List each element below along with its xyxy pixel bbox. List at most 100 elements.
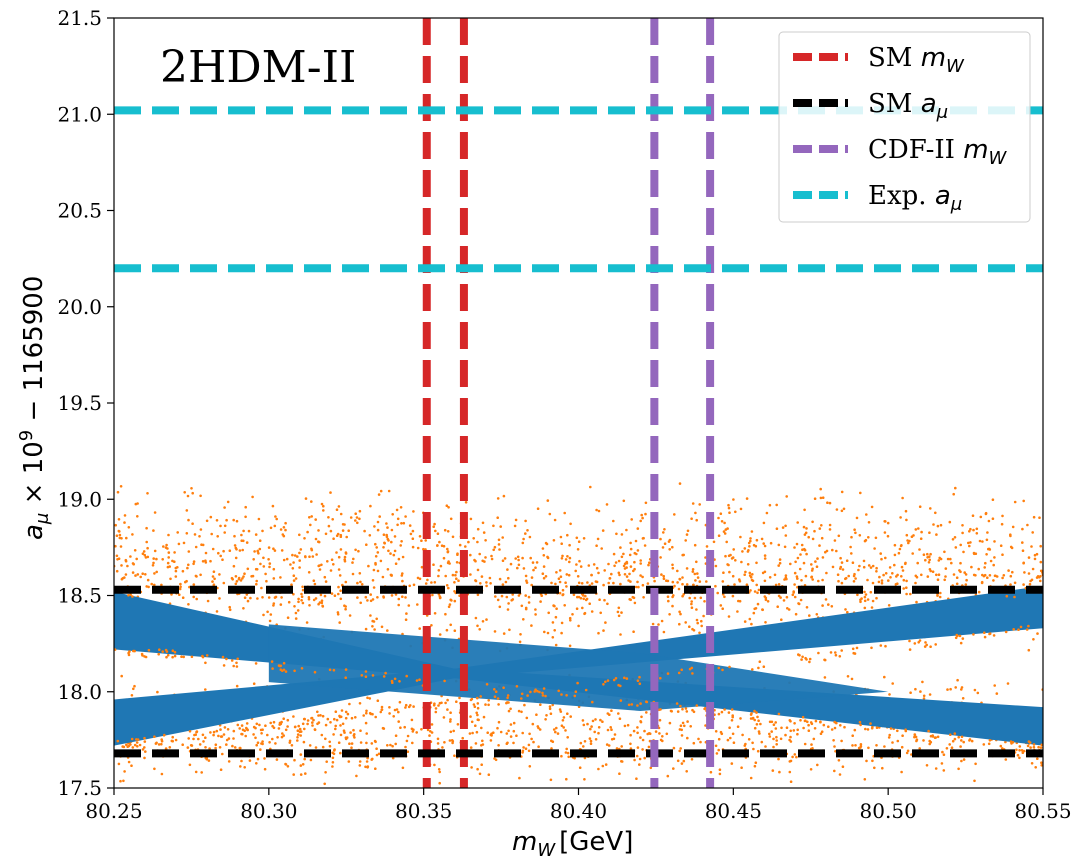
scatter-point [633,560,636,564]
scatter-point [620,611,623,614]
scatter-point [174,569,178,573]
scatter-point [768,720,772,724]
scatter-point [928,558,931,562]
scatter-point [389,743,392,747]
scatter-point [368,534,372,537]
scatter-point [625,677,629,680]
scatter-point [446,561,450,565]
scatter-point [173,650,177,654]
scatter-point [946,688,949,691]
scatter-point [288,741,292,744]
scatter-point [289,563,292,566]
scatter-point [321,714,325,718]
scatter-point [902,587,905,590]
scatter-point [520,692,524,696]
scatter-point [642,536,645,540]
scatter-point [896,739,900,743]
scatter-point [606,602,609,606]
scatter-point [678,482,682,485]
scatter-point [764,598,768,602]
scatter-point [296,729,300,732]
scatter-point [245,593,249,596]
scatter-point [750,712,753,715]
scatter-point [877,580,881,584]
scatter-point [432,563,435,566]
scatter-point [228,549,232,552]
scatter-point [518,640,522,644]
scatter-point [321,745,325,749]
scatter-point [875,570,878,573]
scatter-point [677,587,681,591]
scatter-point [528,535,532,539]
scatter-point [335,508,339,512]
scatter-point [398,700,402,704]
scatter-point [532,740,535,744]
scatter-point [409,704,412,707]
scatter-point [770,720,774,724]
scatter-point [919,690,922,693]
scatter-point [400,574,404,577]
scatter-point [798,567,802,571]
scatter-point [918,747,921,750]
scatter-point [476,713,479,717]
x-tick-label: 80.50 [860,799,917,823]
scatter-point [258,547,262,551]
scatter-point [351,572,355,576]
scatter-point [282,668,286,672]
scatter-point [584,598,588,602]
scatter-point [794,560,797,564]
scatter-point [337,555,341,559]
scatter-point [763,544,767,548]
scatter-point [219,768,223,771]
scatter-point [181,569,185,573]
scatter-point [279,528,283,531]
scatter-point [332,563,335,566]
scatter-point [314,746,318,749]
scatter-point [934,643,937,646]
scatter-point [906,749,910,753]
scatter-point [581,719,585,722]
scatter-point [496,497,500,500]
scatter-point [983,573,987,577]
scatter-point [347,760,351,763]
scatter-point [376,699,380,702]
scatter-point [189,744,193,747]
scatter-point [437,574,440,578]
scatter-point [405,612,408,615]
scatter-point [124,573,128,576]
scatter-point [442,716,446,719]
scatter-point [542,554,546,557]
scatter-point [333,748,336,751]
scatter-point [324,723,328,727]
scatter-point [926,552,929,556]
scatter-point [171,559,174,563]
scatter-point [260,742,263,745]
scatter-point [645,711,648,714]
scatter-point [339,751,342,755]
scatter-point [610,728,613,731]
scatter-point [560,693,563,696]
scatter-point [695,608,698,611]
scatter-point [828,501,832,505]
scatter-point [397,557,401,561]
scatter-point [123,514,127,517]
scatter-point [623,567,627,570]
scatter-point [219,735,223,738]
scatter-point [365,709,368,713]
scatter-point [507,576,510,580]
scatter-point [625,528,628,532]
scatter-point [496,697,500,700]
scatter-point [788,738,791,742]
scatter-point [665,579,668,582]
scatter-point [441,746,444,749]
scatter-point [856,593,859,597]
scatter-point [728,726,731,729]
scatter-point [272,604,275,607]
scatter-point [871,581,875,585]
scatter-point [333,594,337,597]
scatter-point [318,568,322,571]
scatter-point [869,590,873,594]
scatter-point [534,608,537,611]
scatter-point [772,737,775,741]
scatter-point [722,571,725,574]
